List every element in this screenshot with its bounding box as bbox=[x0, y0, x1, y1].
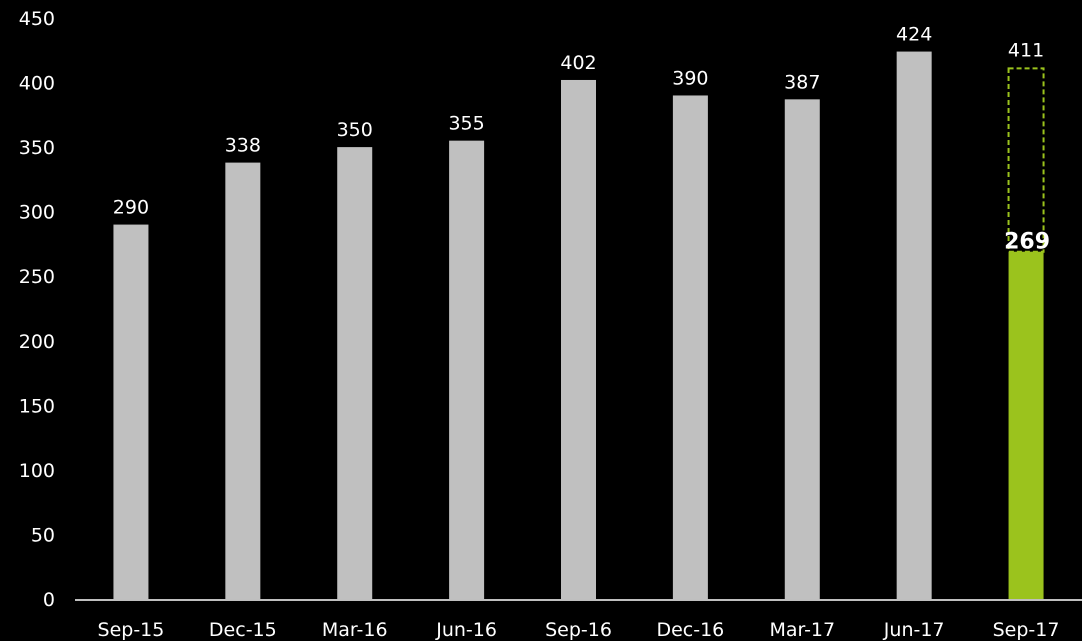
data-label: 269 bbox=[1004, 230, 1050, 255]
data-label: 402 bbox=[560, 52, 596, 74]
x-tick-label: Dec-15 bbox=[209, 619, 277, 641]
y-axis: 0 50 100 150 200 250 300 350 400 450 bbox=[19, 8, 55, 611]
bar bbox=[337, 147, 373, 599]
data-labels: 290 338 350 355 402 390 387 424 269 411 bbox=[113, 24, 1050, 255]
bar bbox=[1008, 251, 1044, 600]
y-tick-label: 250 bbox=[19, 266, 55, 288]
y-tick-label: 300 bbox=[19, 202, 55, 224]
data-label: 390 bbox=[672, 67, 708, 89]
bar bbox=[561, 79, 596, 600]
x-tick-label: Dec-16 bbox=[656, 619, 724, 641]
bar bbox=[449, 140, 485, 599]
data-label: 338 bbox=[225, 135, 261, 157]
y-tick-label: 0 bbox=[43, 589, 55, 611]
x-tick-label: Mar-16 bbox=[322, 619, 388, 641]
x-tick-label: Jun-17 bbox=[883, 619, 945, 641]
target-outline bbox=[1007, 67, 1045, 253]
data-label: 424 bbox=[896, 24, 932, 46]
y-tick-label: 450 bbox=[19, 8, 55, 30]
y-tick-label: 100 bbox=[19, 460, 55, 482]
bar bbox=[225, 162, 261, 600]
x-tick-label: Sep-17 bbox=[993, 619, 1060, 641]
bar bbox=[672, 95, 708, 599]
x-axis: Sep-15 Dec-15 Mar-16 Jun-16 Sep-16 Dec-16 Mar-… bbox=[75, 599, 1082, 641]
bar bbox=[113, 224, 149, 600]
bar bbox=[896, 51, 932, 599]
bars bbox=[113, 51, 1045, 600]
bar bbox=[784, 99, 820, 599]
x-tick-label: Sep-15 bbox=[98, 619, 165, 641]
target-label: 411 bbox=[1008, 39, 1044, 61]
x-tick-label: Mar-17 bbox=[769, 619, 835, 641]
x-tick-label: Sep-16 bbox=[545, 619, 612, 641]
data-label: 290 bbox=[113, 197, 149, 219]
y-tick-label: 200 bbox=[19, 331, 55, 353]
y-tick-label: 350 bbox=[19, 137, 55, 159]
data-label: 355 bbox=[448, 113, 484, 135]
x-tick-label: Jun-16 bbox=[435, 619, 497, 641]
y-tick-label: 50 bbox=[31, 524, 55, 546]
y-tick-label: 400 bbox=[19, 73, 55, 95]
y-tick-label: 150 bbox=[19, 395, 55, 417]
data-label: 350 bbox=[337, 119, 373, 141]
data-label: 387 bbox=[784, 71, 820, 93]
